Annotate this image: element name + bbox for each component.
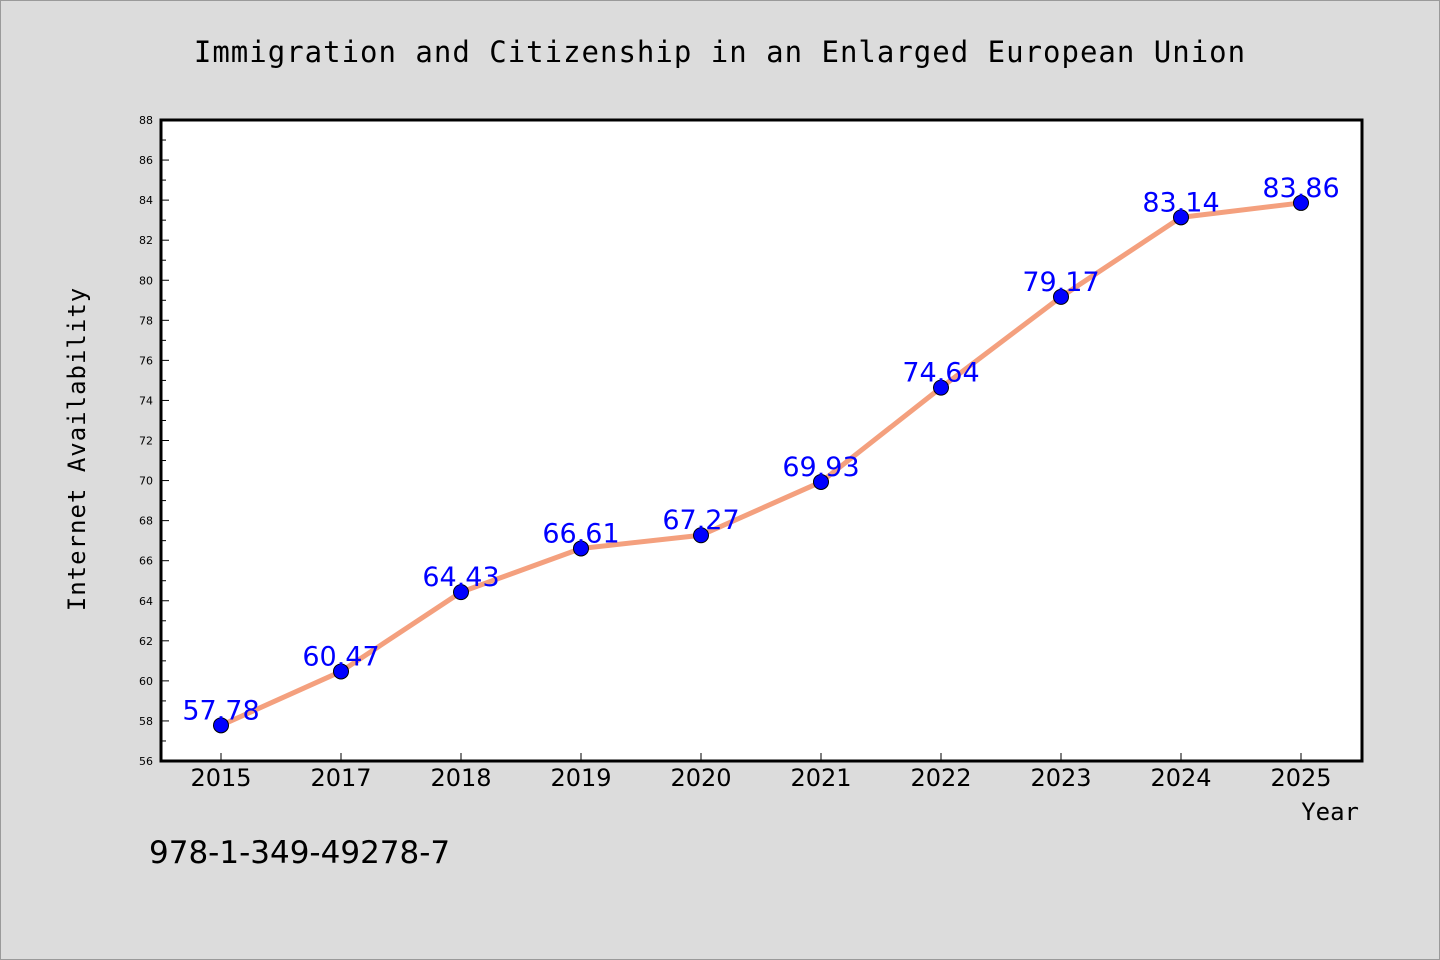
y-tick-label: 88 <box>139 114 153 127</box>
data-label: 74.64 <box>902 358 979 389</box>
x-tick-label: 2021 <box>790 764 851 792</box>
data-label: 83.86 <box>1262 173 1339 204</box>
y-axis-ticks: 56 58 60 62 64 66 68 70 72 74 76 78 80 82 84 86 88 <box>139 114 169 768</box>
y-tick-label: 58 <box>139 715 153 728</box>
y-tick-label: 82 <box>139 234 153 247</box>
data-point <box>1293 194 1309 211</box>
data-label: 83.14 <box>1142 187 1219 218</box>
data-point <box>813 473 829 490</box>
y-tick-label: 80 <box>139 274 153 287</box>
data-point <box>213 717 229 734</box>
data-label: 69.93 <box>782 452 859 483</box>
x-tick-label: 2015 <box>190 764 251 792</box>
chart-title: Immigration and Citizenship in an Enlarg… <box>193 35 1247 69</box>
y-tick-label: 78 <box>139 314 153 327</box>
x-tick-label: 2024 <box>1150 764 1211 792</box>
data-label: 57.78 <box>182 695 259 726</box>
data-point <box>573 540 589 557</box>
y-tick-label: 60 <box>139 675 153 688</box>
x-axis-label: Year <box>1301 798 1359 826</box>
x-tick-label: 2017 <box>310 764 371 792</box>
y-tick-label: 68 <box>139 515 153 528</box>
data-point <box>1053 288 1069 305</box>
data-point <box>1173 209 1189 226</box>
data-labels: 57.78 60.47 64.43 66.61 67.27 69.93 74.64 79.17… <box>182 173 1339 726</box>
y-tick-label: 62 <box>139 635 153 648</box>
data-point <box>333 663 349 680</box>
x-axis-ticks: 2015 2017 2018 2019 2020 2021 2022 2023 2024 2025 <box>190 753 1332 792</box>
x-tick-label: 2020 <box>670 764 731 792</box>
x-tick-label: 2022 <box>910 764 971 792</box>
y-tick-label: 76 <box>139 354 153 367</box>
isbn-annotation: 978-1-349-49278-7 <box>149 835 451 871</box>
plot-frame <box>159 118 1364 763</box>
data-label: 60.47 <box>302 641 379 672</box>
x-tick-label: 2023 <box>1030 764 1091 792</box>
y-tick-label: 70 <box>139 475 153 488</box>
y-tick-label: 84 <box>139 194 153 207</box>
x-tick-label: 2018 <box>430 764 491 792</box>
data-point <box>693 527 709 544</box>
data-label: 79.17 <box>1022 267 1099 298</box>
data-label: 66.61 <box>542 518 619 549</box>
series-line <box>218 200 1304 728</box>
x-tick-label: 2019 <box>550 764 611 792</box>
y-tick-label: 56 <box>139 755 153 768</box>
x-tick-label: 2025 <box>1270 764 1331 792</box>
data-points <box>213 194 1309 734</box>
y-tick-label: 66 <box>139 555 153 568</box>
data-point <box>453 584 469 601</box>
data-point <box>933 379 949 396</box>
y-tick-label: 86 <box>139 154 153 167</box>
y-tick-label: 74 <box>139 394 153 407</box>
y-tick-label: 72 <box>139 435 153 448</box>
data-label: 64.43 <box>422 562 499 593</box>
data-label: 67.27 <box>662 505 739 536</box>
y-tick-label: 64 <box>139 595 153 608</box>
